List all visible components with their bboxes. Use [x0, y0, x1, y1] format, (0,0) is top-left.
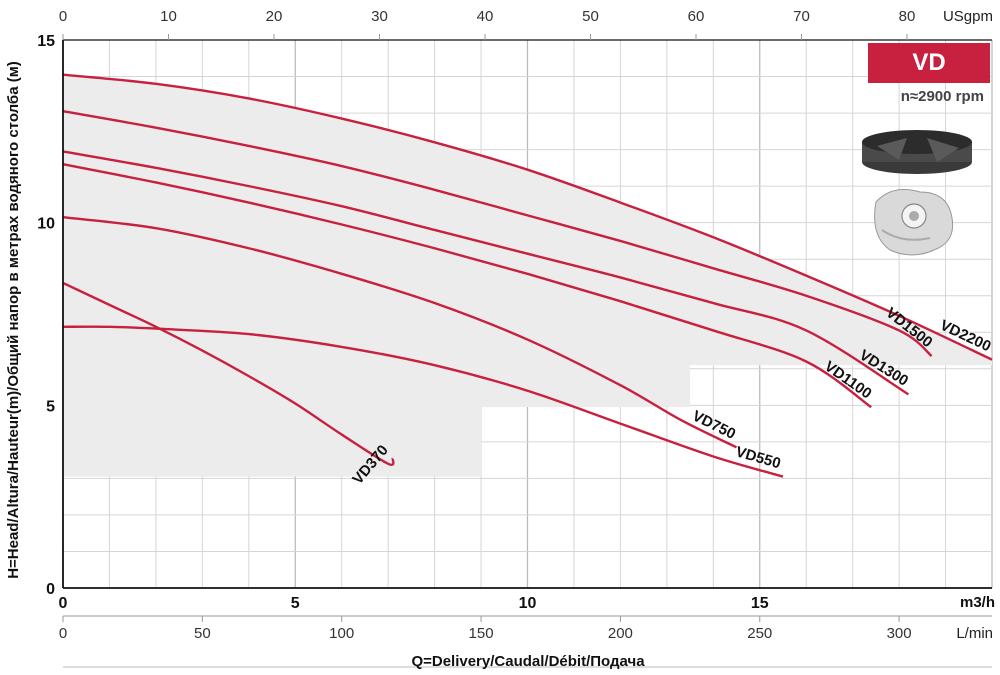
lmin-tick-label: 150 — [469, 625, 494, 642]
lmin-tick-label: 50 — [194, 625, 211, 642]
usgpm-tick-label: 10 — [160, 8, 177, 25]
lmin-tick-label: 0 — [59, 625, 67, 642]
x-tick-label: 15 — [751, 595, 769, 612]
operating-band-area — [63, 74, 992, 477]
series-layer — [62, 73, 993, 478]
curve-vd370 — [62, 281, 395, 466]
lmin-tick-label: 100 — [329, 625, 354, 642]
usgpm-tick-label: 50 — [582, 8, 599, 25]
curve-label-vd550: VD550 — [734, 443, 783, 472]
usgpm-tick-label: 80 — [899, 8, 916, 25]
x-tick-label: 10 — [519, 595, 537, 612]
curve-vd1100 — [62, 163, 872, 409]
y-tick-label: 10 — [37, 216, 55, 233]
curve-vd1500 — [62, 110, 933, 357]
operating-band — [63, 74, 992, 477]
x-tick-label: 0 — [59, 595, 68, 612]
series-badge: VD — [868, 43, 990, 83]
rpm-label: n≈2900 rpm — [900, 88, 984, 105]
vortex-impeller-icon — [862, 130, 972, 174]
usgpm-tick-label: 20 — [266, 8, 283, 25]
usgpm-tick-label: 0 — [59, 8, 67, 25]
lmin-tick-label: 300 — [887, 625, 912, 642]
x-tick-label: 5 — [291, 595, 300, 612]
lmin-tick-label: 200 — [608, 625, 633, 642]
usgpm-tick-label: 60 — [688, 8, 705, 25]
curve-vd1300 — [62, 150, 910, 396]
y-axis-title: H=Head/Altura/Hauteur(m)/Общий напор в м… — [5, 61, 22, 579]
axes — [62, 34, 992, 668]
pump-casing-icon — [874, 189, 954, 256]
x-unit-usgpm: USgpm — [943, 8, 993, 25]
curve-vd550 — [62, 325, 784, 478]
usgpm-tick-label: 40 — [477, 8, 494, 25]
y-tick-label: 5 — [46, 398, 55, 415]
y-tick-label: 0 — [46, 581, 55, 598]
curve-vd750 — [62, 215, 738, 449]
x-unit-m3h: m3/h — [960, 594, 995, 611]
usgpm-tick-label: 30 — [371, 8, 388, 25]
lmin-tick-label: 250 — [747, 625, 772, 642]
y-tick-label: 15 — [37, 33, 55, 50]
x-axis-title: Q=Delivery/Caudal/Débit/Подача — [411, 653, 645, 670]
curve-vd2200 — [62, 73, 993, 361]
x-unit-lmin: L/min — [956, 625, 993, 642]
usgpm-tick-label: 70 — [793, 8, 810, 25]
